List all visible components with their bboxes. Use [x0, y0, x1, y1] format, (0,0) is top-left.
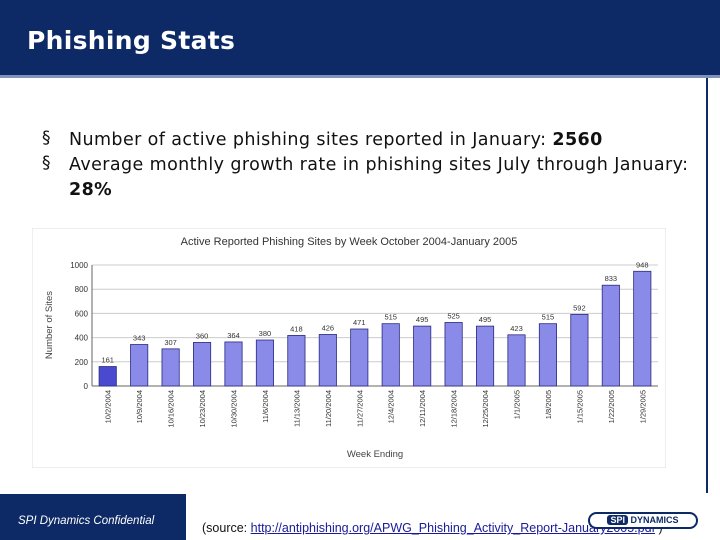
bar	[413, 325, 432, 387]
bar	[570, 313, 589, 387]
y-tick-label: 400	[75, 334, 89, 343]
data-label: 426	[322, 323, 335, 332]
bar	[507, 334, 526, 387]
data-label: 360	[196, 331, 209, 340]
x-tick-label: 12/4/2004	[387, 390, 396, 423]
source-prefix: (source:	[202, 521, 251, 535]
bullet-text: Number of active phishing sites reported…	[69, 130, 553, 150]
data-label: 592	[573, 303, 586, 312]
label-layer: 0 200 400 600 800 1000 161 10/2/2004 343 10/9/200…	[70, 260, 648, 427]
x-tick-label: 12/25/2004	[481, 390, 490, 428]
bar	[601, 284, 620, 387]
data-label: 471	[353, 318, 366, 327]
bar	[350, 328, 369, 387]
logo-dynamics: DYNAMICS	[630, 515, 679, 525]
source-link[interactable]: http://antiphishing.org/APWG_Phishing_Ac…	[250, 521, 656, 535]
bar-layer	[98, 270, 652, 387]
x-tick-label: 10/23/2004	[198, 390, 207, 428]
slide-title: Phishing Stats	[27, 26, 236, 55]
bullet-mark: §	[42, 153, 51, 173]
bar	[538, 323, 557, 387]
x-tick-label: 1/29/2005	[638, 390, 647, 423]
bullet-growth-rate: § Average monthly growth rate in phishin…	[42, 153, 692, 203]
x-tick-label: 11/27/2004	[355, 390, 364, 427]
x-tick-label: 1/1/2005	[513, 390, 522, 419]
confidential-label: SPI Dynamics Confidential	[18, 515, 155, 527]
logo-spi: SPI	[607, 515, 628, 525]
y-tick-label: 0	[84, 382, 89, 391]
x-tick-label: 1/22/2005	[607, 390, 616, 423]
y-tick-label: 600	[75, 309, 89, 318]
bullet-list: § Number of active phishing sites report…	[42, 128, 692, 203]
data-label: 515	[542, 313, 555, 322]
title-bar: Phishing Stats	[0, 0, 720, 78]
data-label: 418	[290, 324, 303, 333]
bar	[444, 322, 463, 387]
data-label: 423	[510, 324, 523, 333]
y-tick-label: 1000	[70, 261, 88, 270]
x-tick-label: 1/8/2005	[544, 390, 553, 419]
data-label: 364	[227, 331, 240, 340]
bar	[224, 341, 243, 387]
chart-xlabel: Week Ending	[347, 449, 403, 460]
y-tick-label: 800	[75, 285, 89, 294]
x-tick-label: 10/16/2004	[167, 390, 176, 428]
x-tick-label: 11/6/2004	[261, 390, 270, 423]
bullet-text: Average monthly growth rate in phishing …	[69, 155, 689, 175]
data-label: 515	[384, 313, 397, 322]
x-tick-label: 11/13/2004	[292, 390, 301, 427]
bar	[255, 339, 274, 387]
data-label: 525	[447, 311, 460, 320]
data-label: 948	[636, 260, 649, 269]
chart-svg: Active Reported Phishing Sites by Week O…	[31, 227, 667, 469]
chart-ylabel: Number of Sites	[44, 291, 55, 359]
footer-brand-block: SPI Dynamics Confidential	[0, 494, 186, 540]
bar	[98, 366, 117, 387]
chart: Active Reported Phishing Sites by Week O…	[31, 227, 667, 469]
bar	[381, 323, 400, 387]
x-tick-label: 10/30/2004	[230, 390, 239, 428]
bullet-value: 28%	[69, 180, 113, 200]
x-tick-label: 12/18/2004	[450, 390, 459, 428]
y-tick-label: 200	[75, 358, 89, 367]
right-rule	[706, 78, 708, 493]
chart-title: Active Reported Phishing Sites by Week O…	[181, 236, 518, 248]
data-label: 495	[416, 315, 429, 324]
bar	[633, 270, 652, 387]
spi-dynamics-logo: SPI DYNAMICS	[588, 512, 698, 529]
data-label: 343	[133, 333, 146, 342]
bullet-active-sites: § Number of active phishing sites report…	[42, 128, 692, 153]
bar	[161, 348, 180, 387]
data-label: 833	[605, 274, 618, 283]
x-tick-label: 11/20/2004	[324, 390, 333, 427]
footer: SPI Dynamics Confidential (source: http:…	[0, 494, 720, 540]
grid-layer	[91, 264, 658, 387]
x-tick-label: 10/2/2004	[104, 390, 113, 423]
x-tick-label: 10/9/2004	[135, 390, 144, 423]
data-label: 495	[479, 315, 492, 324]
bar	[318, 334, 337, 387]
data-label: 307	[164, 338, 177, 347]
data-label: 161	[101, 356, 114, 365]
bullet-mark: §	[42, 128, 51, 148]
data-label: 380	[259, 329, 272, 338]
bar	[130, 344, 149, 387]
bar	[287, 335, 306, 387]
bullet-value: 2560	[552, 130, 603, 150]
bar	[476, 325, 495, 387]
x-tick-label: 12/11/2004	[418, 390, 427, 427]
bar	[193, 342, 212, 387]
x-tick-label: 1/15/2005	[575, 390, 584, 423]
